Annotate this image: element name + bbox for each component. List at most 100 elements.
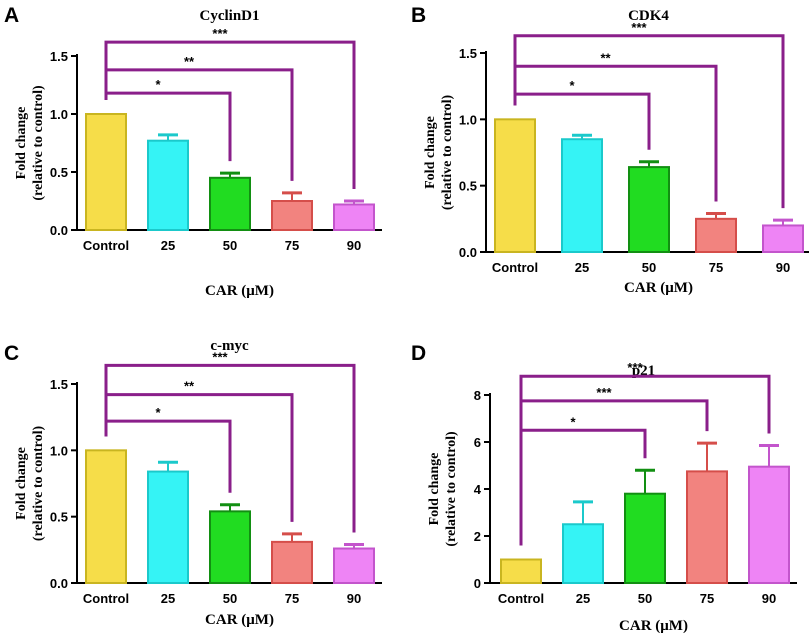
panel-letter: C (4, 342, 19, 365)
x-tick-label: 75 (285, 591, 299, 606)
y-tick-label: 0.5 (459, 179, 477, 194)
significance-label: *** (627, 360, 643, 375)
y-tick-label: 1.5 (459, 46, 477, 61)
chart-panel-b: B CDK4 0.0 0.5 1.0 1.5 Fold change (relative to… (411, 4, 809, 296)
significance-label: *** (212, 26, 228, 41)
bar-control (85, 449, 127, 585)
panel-letter: D (411, 342, 426, 365)
y-tick-label: 0.0 (50, 223, 68, 238)
x-tick-label: 75 (285, 238, 299, 253)
significance-bracket (513, 34, 785, 209)
significance-label: * (570, 414, 576, 429)
significance-label: ** (184, 54, 195, 69)
y-axis-label-line1: Fold change (14, 107, 29, 180)
chart-title: c-myc (210, 338, 249, 354)
bar-75 (686, 470, 728, 584)
y-tick-label: 1.5 (50, 377, 68, 392)
y-tick-label: 0.5 (50, 510, 68, 525)
significance-bracket (519, 374, 771, 546)
y-axis-label-line2: (relative to control) (31, 426, 46, 542)
bar-90 (748, 465, 790, 584)
bar-50 (209, 176, 251, 232)
bar-50 (209, 510, 251, 584)
bar-75 (695, 217, 737, 253)
x-tick-label: 25 (161, 238, 175, 253)
x-axis-label: CAR (μM) (205, 612, 274, 628)
bar-90 (333, 203, 375, 231)
y-tick-label: 8 (474, 388, 481, 403)
bar-50 (624, 492, 666, 585)
bar-control (85, 113, 127, 231)
y-axis-label-line1: Fold change (14, 447, 29, 520)
x-tick-label: 75 (709, 260, 723, 275)
significance-label: ** (600, 50, 611, 65)
x-tick-label: 90 (347, 591, 361, 606)
x-axis-label: CAR (μM) (619, 618, 688, 634)
significance-label: *** (631, 20, 647, 35)
y-tick-label: 6 (474, 435, 481, 450)
significance-bracket (104, 40, 356, 189)
bar-control (500, 558, 542, 584)
significance-label: *** (596, 385, 612, 400)
panel-letter: A (4, 4, 19, 27)
y-tick-label: 0.0 (50, 576, 68, 591)
x-tick-label: 75 (700, 591, 714, 606)
x-tick-label: Control (492, 260, 538, 275)
significance-bracket (104, 363, 356, 533)
y-tick-label: 1.0 (50, 443, 68, 458)
significance-bracket (513, 64, 718, 202)
significance-bracket (519, 399, 709, 546)
bar-75 (271, 200, 313, 231)
bar-90 (762, 224, 804, 253)
chart-panel-a: A CyclinD1 0.0 0.5 1.0 1.5 Fold change (relativ… (4, 4, 382, 299)
significance-bracket (104, 393, 294, 522)
x-tick-label: 25 (161, 591, 175, 606)
y-tick-label: 1.5 (50, 49, 68, 64)
bar-control (494, 118, 536, 254)
significance-label: * (569, 78, 575, 93)
x-tick-label: 50 (642, 260, 656, 275)
y-axis-label-line2: (relative to control) (31, 85, 46, 201)
y-axis-label-line1: Fold change (423, 116, 438, 189)
y-axis-label-line2: (relative to control) (444, 431, 459, 547)
y-tick-label: 0.0 (459, 245, 477, 260)
bar-25 (562, 523, 604, 584)
bar-50 (628, 166, 670, 254)
y-tick-label: 1.0 (459, 112, 477, 127)
x-tick-label: 25 (575, 260, 589, 275)
bar-90 (333, 547, 375, 584)
panel-letter: B (411, 4, 426, 27)
y-axis-label-line1: Fold change (427, 453, 442, 526)
significance-label: ** (184, 379, 195, 394)
chart-title: CyclinD1 (200, 8, 260, 24)
x-axis-label: CAR (μM) (624, 280, 693, 296)
bar-25 (147, 139, 189, 231)
x-tick-label: Control (83, 238, 129, 253)
x-tick-label: 90 (762, 591, 776, 606)
significance-label: * (155, 77, 161, 92)
significance-label: *** (212, 349, 228, 364)
chart-title: CDK4 (628, 8, 669, 24)
x-axis-label: CAR (μM) (205, 283, 274, 299)
x-tick-label: 90 (347, 238, 361, 253)
y-axis-label-line2: (relative to control) (440, 95, 455, 211)
bar-25 (561, 138, 603, 254)
x-tick-label: 90 (776, 260, 790, 275)
y-tick-label: 0 (474, 576, 481, 591)
y-tick-label: 2 (474, 529, 481, 544)
x-tick-label: 50 (223, 238, 237, 253)
x-tick-label: Control (498, 591, 544, 606)
x-tick-label: 25 (576, 591, 590, 606)
bar-25 (147, 470, 189, 584)
x-tick-label: 50 (223, 591, 237, 606)
y-tick-label: 4 (474, 482, 482, 497)
significance-label: * (155, 405, 161, 420)
x-tick-label: Control (83, 591, 129, 606)
x-tick-label: 50 (638, 591, 652, 606)
y-tick-label: 1.0 (50, 107, 68, 122)
significance-bracket (104, 68, 294, 181)
y-tick-label: 0.5 (50, 165, 68, 180)
